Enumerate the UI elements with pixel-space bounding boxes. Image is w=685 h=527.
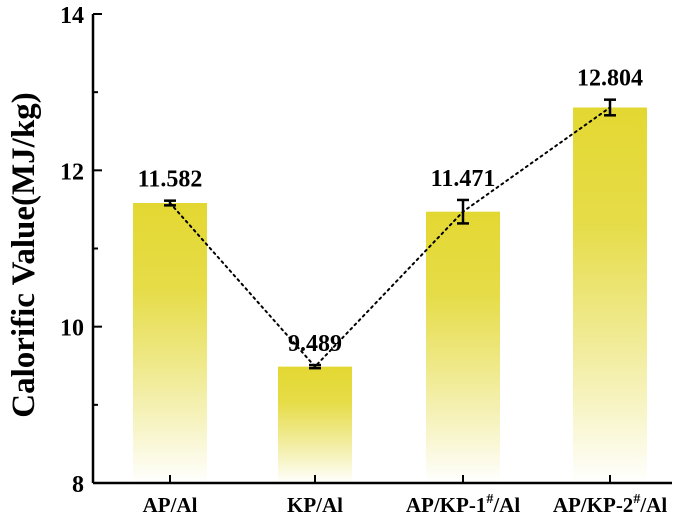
- connector-line-layer: [169, 106, 611, 369]
- value-label-1: 11.582: [138, 167, 203, 193]
- x-tick-label-4: AP/KP-2#/Al: [553, 492, 667, 517]
- value-labels-layer: 11.582 9.489 11.471 12.804: [138, 66, 643, 357]
- axes-layer: 8 10 12 14 AP/Al KP/Al AP/KP-1#/Al AP/KP-2#/Al: [60, 3, 672, 517]
- bar-4: [573, 107, 647, 483]
- x-tick-label-1: AP/Al: [143, 493, 198, 517]
- y-tick-label: 12: [60, 159, 84, 185]
- value-label-3: 11.471: [431, 166, 496, 192]
- y-tick-label: 10: [60, 316, 84, 342]
- value-label-2: 9.489: [288, 331, 342, 357]
- y-axis-label: Calorific Value(MJ/kg): [6, 92, 42, 417]
- y-tick-label: 8: [72, 472, 84, 498]
- y-tick-label: 14: [60, 3, 84, 29]
- x-tick-label-3: AP/KP-1#/Al: [406, 492, 520, 517]
- bars-layer: [133, 107, 647, 483]
- bar-1: [133, 203, 207, 483]
- error-bars-layer: [164, 98, 616, 370]
- connector-dotted-line: [169, 106, 611, 369]
- value-label-4: 12.804: [577, 66, 643, 92]
- x-tick-label-2: KP/Al: [287, 493, 343, 517]
- bar-3: [426, 211, 500, 483]
- bar-2: [278, 366, 352, 483]
